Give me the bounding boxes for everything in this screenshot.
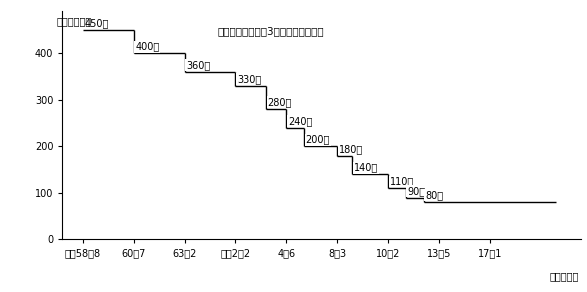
Text: （年・月）: （年・月） [549,271,579,281]
Text: 180円: 180円 [339,144,363,154]
Text: 90円: 90円 [407,186,426,196]
Text: （料金：円）: （料金：円） [56,16,92,26]
Text: 110円: 110円 [390,176,414,187]
Text: 450円: 450円 [85,18,109,28]
Text: 360円: 360円 [186,60,210,70]
Text: 400円: 400円 [135,41,160,52]
Text: 240円: 240円 [288,116,312,126]
Text: 80円: 80円 [425,190,443,200]
Text: 280円: 280円 [268,98,292,107]
Text: 330円: 330円 [237,74,261,84]
Text: 140円: 140円 [354,163,378,173]
Text: 200円: 200円 [306,135,330,145]
Text: 東京～大阪　昼陙3分当たりの通話料: 東京～大阪 昼陙3分当たりの通話料 [217,26,324,36]
